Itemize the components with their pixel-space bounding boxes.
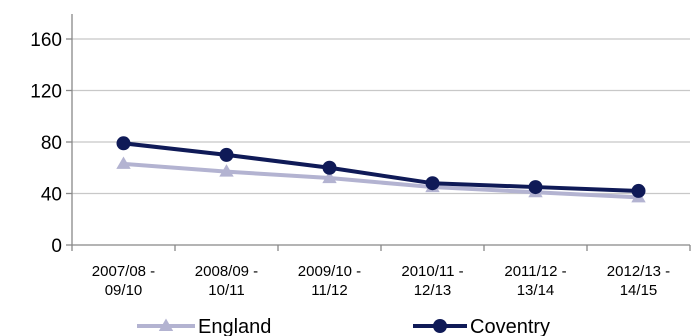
series-line	[123, 141, 639, 193]
gridlines	[72, 38, 690, 195]
x-tick-label: 2007/08 -	[92, 263, 155, 280]
series-lines	[116, 136, 646, 203]
legend-label: England	[198, 316, 271, 336]
x-tick-label: 2008/09 -	[195, 263, 258, 280]
x-tick-label: 2010/11 -	[401, 263, 463, 280]
axis-labels: 0 40 80 120 160 2007/08 - 09/10 2008/09 - 10/11 2…	[30, 30, 670, 299]
series-england	[116, 156, 646, 203]
axes	[66, 14, 691, 251]
data-point	[322, 160, 337, 175]
x-tick-label: 14/15	[620, 282, 658, 299]
x-tick-label: 12/13	[414, 282, 452, 299]
x-tick-label: 2012/13 -	[607, 263, 670, 280]
y-tick-label: 80	[41, 133, 62, 154]
data-point	[116, 156, 131, 169]
legend-item-england: England	[137, 316, 271, 336]
data-point	[219, 164, 234, 177]
data-point	[116, 136, 131, 151]
legend-label: Coventry	[470, 316, 550, 336]
x-tick-label: 09/10	[105, 282, 143, 299]
x-tick-label: 2011/12 -	[504, 263, 566, 280]
series-line	[123, 161, 639, 200]
data-point	[322, 170, 337, 184]
y-tick-label: 120	[30, 82, 62, 103]
legend: England Coventry	[137, 316, 550, 336]
data-point	[425, 176, 440, 191]
data-point	[528, 180, 543, 195]
x-tick-label: 10/11	[208, 282, 244, 299]
legend-item-coventry: Coventry	[413, 316, 550, 336]
data-point	[219, 147, 234, 162]
x-tick-label: 2009/10 -	[298, 263, 361, 280]
x-tick-label: 13/14	[517, 282, 555, 299]
x-tick-label: 11/12	[311, 282, 347, 299]
legend-marker	[158, 318, 174, 332]
data-point	[631, 183, 646, 198]
y-tick-label: 160	[30, 30, 62, 51]
y-tick-label: 0	[51, 236, 62, 257]
y-tick-label: 40	[41, 185, 62, 206]
series-coventry	[116, 136, 646, 198]
legend-marker	[433, 319, 447, 333]
